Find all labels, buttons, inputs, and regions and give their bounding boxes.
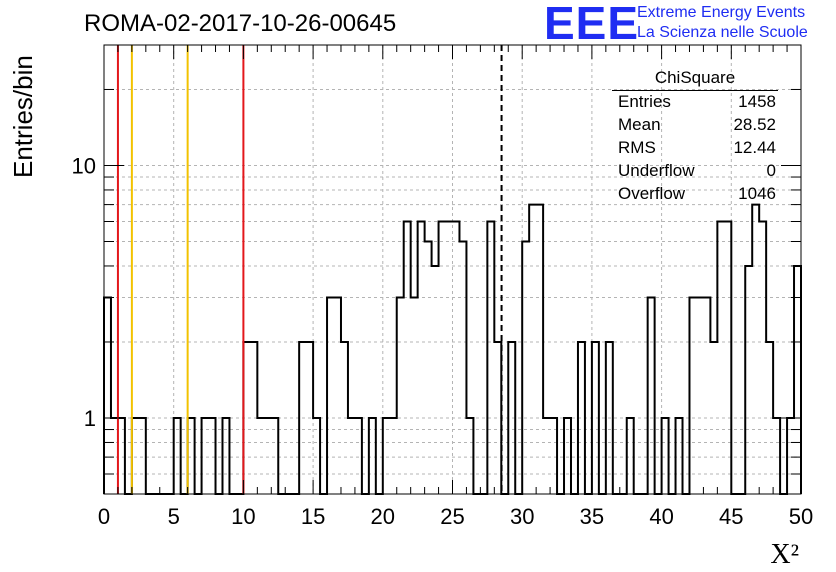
x-tick-label: 25 xyxy=(440,504,464,529)
y-axis-label: Entries/bin xyxy=(8,55,38,178)
logo-mark: EEE xyxy=(544,0,640,49)
stats-key: Overflow xyxy=(618,184,686,203)
x-tick-label: 45 xyxy=(719,504,743,529)
eee-logo: EEE Extreme Energy Events La Scienza nel… xyxy=(540,0,830,49)
histogram-bars xyxy=(103,203,802,495)
logo-line-1: Extreme Energy Events xyxy=(637,4,806,21)
x-tick-label: 5 xyxy=(168,504,180,529)
stats-row-mean: Mean 28.52 xyxy=(618,115,776,137)
x-tick-label: 10 xyxy=(231,504,255,529)
plot-title: ROMA-02-2017-10-26-00645 xyxy=(84,10,397,37)
stats-value: 28.52 xyxy=(733,115,776,134)
x-tick-label: 40 xyxy=(649,504,673,529)
y-tick-label: 10 xyxy=(72,153,96,178)
x-tick-label: 50 xyxy=(789,504,813,529)
stats-box: ChiSquare Entries 1458 Mean 28.52 RMS 12… xyxy=(612,66,778,206)
x-axis-label: X² xyxy=(770,539,799,570)
stats-key: Entries xyxy=(618,92,671,111)
stats-divider xyxy=(612,90,778,91)
x-tick-label: 30 xyxy=(510,504,534,529)
stats-row-rms: RMS 12.44 xyxy=(618,138,776,160)
stats-row-overflow: Overflow 1046 xyxy=(618,184,776,206)
stats-title: ChiSquare xyxy=(654,68,736,87)
stats-value: 0 xyxy=(766,161,776,180)
y-axis-label-box: Entries/bin xyxy=(6,40,38,190)
x-tick-label: 35 xyxy=(580,504,604,529)
stats-key: Underflow xyxy=(618,161,695,180)
logo-line-2: La Scienza nelle Scuole xyxy=(637,24,808,41)
x-tick-label: 20 xyxy=(371,504,395,529)
y-tick-label: 1 xyxy=(84,406,96,431)
stats-row-entries: Entries 1458 xyxy=(618,92,776,114)
stats-row-underflow: Underflow 0 xyxy=(618,161,776,183)
stats-value: 1046 xyxy=(738,184,776,203)
stats-key: Mean xyxy=(618,115,661,134)
stats-value: 12.44 xyxy=(733,138,776,157)
x-tick-label: 0 xyxy=(98,504,110,529)
stats-value: 1458 xyxy=(738,92,776,111)
stats-key: RMS xyxy=(618,138,656,157)
x-tick-label: 15 xyxy=(301,504,325,529)
